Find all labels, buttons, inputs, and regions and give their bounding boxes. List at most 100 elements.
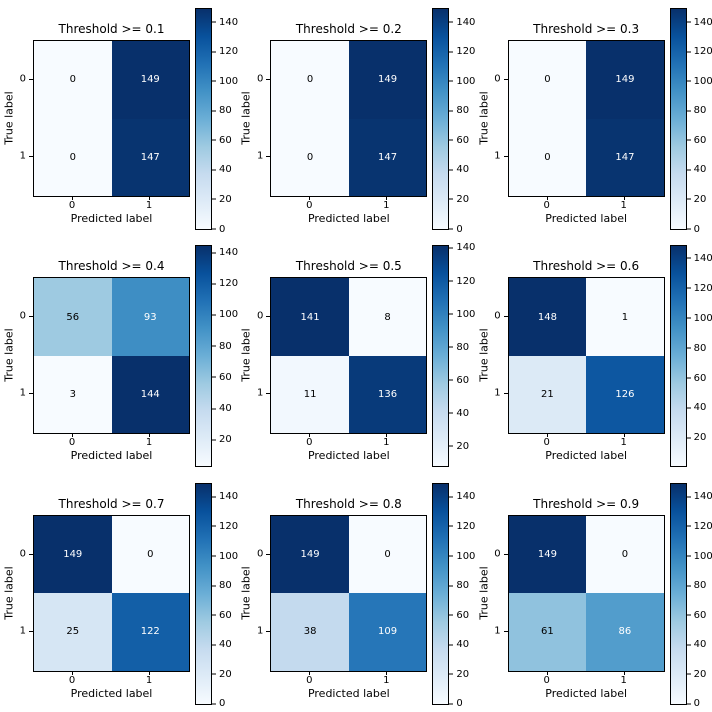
colorbar-tick-label: 140	[456, 16, 476, 28]
colorbar-tick-label: 60	[219, 134, 232, 146]
colorbar-tick-mark: 60	[449, 375, 469, 386]
colorbar-tick-mark: 40	[686, 164, 706, 175]
y-tick-mark	[29, 316, 33, 318]
colorbar-tick-mark: 0	[449, 224, 463, 235]
colorbar-tick-label: 40	[693, 402, 707, 414]
subplot-title: Threshold >= 0.4	[58, 259, 165, 274]
heatmap-matrix: 148 1 21 126	[507, 277, 665, 435]
heatmap-matrix: 56 93 3 144	[33, 277, 190, 435]
colorbar-tick-label: 20	[219, 668, 232, 680]
heatmap-matrix: 0 149 0 147	[33, 40, 190, 197]
confusion-matrix-subplot: Threshold >= 0.8 True label 149 0 38 109…	[237, 475, 476, 712]
y-tick-mark	[29, 630, 33, 632]
matrix-cell-true0-pred0: 149	[34, 515, 112, 594]
x-tick-mark	[149, 196, 150, 200]
heatmap-matrix: 141 8 11 136	[270, 277, 428, 435]
subplot-title: Threshold >= 0.1	[58, 22, 165, 36]
x-tick-mark	[386, 670, 388, 675]
y-tick-mark	[29, 393, 33, 395]
colorbar-tick-label: 140	[693, 252, 712, 264]
colorbar-tick-label: 120	[219, 46, 239, 58]
colorbar-tick-mark: 120	[686, 46, 712, 57]
colorbar-tick-label: 80	[219, 340, 232, 352]
colorbar-tick-mark: 20	[212, 434, 232, 445]
colorbar-tick-mark: 80	[449, 105, 469, 116]
colorbar-tick-mark: 80	[449, 342, 469, 353]
colorbar-tick-label: 0	[219, 223, 226, 235]
x-tick-mark	[309, 670, 311, 675]
matrix-cell-true0-pred1: 0	[586, 515, 664, 594]
y-tick-label: 1	[494, 387, 501, 399]
confusion-matrix-subplot: Threshold >= 0.3 True label 0 149 0 147 …	[475, 0, 712, 237]
colorbar-tick-label: 120	[693, 520, 712, 532]
colorbar-tick-label: 40	[693, 164, 707, 176]
colorbar-tick-mark: 60	[686, 610, 706, 621]
matrix-cell-true1-pred1: 109	[348, 593, 427, 671]
y-axis-label: True label	[2, 328, 16, 383]
colorbar-tick-label: 60	[219, 371, 232, 383]
confusion-matrix-subplot: Threshold >= 0.2 True label 0 149 0 147 …	[237, 0, 476, 237]
y-tick-mark	[503, 630, 508, 632]
colorbar-tick-label: 100	[456, 550, 476, 562]
colorbar-tick-mark: 0	[212, 224, 225, 235]
y-tick-label: 1	[256, 387, 264, 399]
colorbar-tick-label: 140	[456, 242, 476, 254]
y-tick-mark	[503, 316, 508, 318]
x-axis-label: Predicted label	[70, 686, 153, 700]
colorbar-tick-mark: 120	[686, 521, 712, 532]
x-tick-mark	[623, 196, 625, 200]
colorbar-tick-mark: 100	[449, 551, 475, 562]
colorbar: 20 40 60 80 100 120 140	[432, 242, 475, 468]
colorbar-tick-label: 140	[219, 247, 239, 259]
y-axis-label: True label	[477, 91, 491, 145]
x-tick-mark	[309, 196, 311, 200]
colorbar-tick-mark: 40	[449, 408, 469, 419]
colorbar-tick-label: 120	[693, 282, 712, 294]
colorbar-tick-label: 120	[219, 278, 239, 290]
y-tick-label: 1	[494, 625, 501, 637]
colorbar-tick-mark: 20	[686, 669, 706, 680]
colorbar-tick-mark: 40	[449, 639, 469, 650]
colorbar-tick-mark: 40	[686, 639, 706, 650]
colorbar-tick-mark: 100	[449, 309, 475, 320]
matrix-cell-true0-pred0: 141	[271, 278, 349, 356]
colorbar-tick-label: 80	[456, 105, 470, 117]
colorbar-tick-mark: 0	[212, 698, 225, 709]
colorbar-tick-label: 120	[456, 46, 476, 58]
colorbar-tick-mark: 140	[449, 242, 475, 253]
colorbar-tick-label: 20	[456, 668, 470, 680]
colorbar-tick-label: 140	[693, 491, 712, 503]
colorbar-tick-label: 140	[693, 16, 712, 28]
y-tick-mark	[266, 79, 271, 80]
subplot-title: Threshold >= 0.5	[295, 259, 402, 274]
colorbar-tick-label: 40	[456, 164, 470, 176]
matrix-cell-true1-pred0: 0	[34, 118, 112, 196]
y-tick-label: 0	[256, 310, 264, 322]
colorbar-tick-mark: 60	[212, 135, 232, 146]
matrix-cell-true1-pred0: 25	[34, 593, 112, 671]
colorbar-tick-label: 80	[219, 105, 232, 117]
y-tick-label: 1	[19, 387, 26, 399]
subplot-title: Threshold >= 0.6	[533, 259, 640, 274]
colorbar-tick-label: 100	[219, 75, 239, 87]
colorbar-tick-mark: 20	[212, 194, 232, 205]
x-axis-label: Predicted label	[545, 212, 628, 225]
matrix-cell-true1-pred0: 38	[271, 593, 349, 671]
x-tick-label: 1	[383, 674, 390, 686]
colorbar-tick-label: 40	[219, 639, 232, 651]
x-axis-label: Predicted label	[307, 686, 390, 700]
x-tick-mark	[309, 433, 311, 438]
y-tick-label: 0	[19, 73, 26, 85]
colorbar-tick-label: 0	[219, 698, 226, 710]
y-tick-mark	[29, 156, 33, 157]
colorbar-tick-label: 140	[456, 491, 476, 503]
x-tick-label: 0	[306, 200, 313, 211]
matrix-cell-true0-pred0: 0	[508, 41, 587, 119]
colorbar-tick-mark: 20	[212, 669, 232, 680]
colorbar-tick-label: 0	[456, 698, 463, 710]
colorbar-tick-mark: 100	[449, 76, 475, 87]
heatmap-matrix: 149 0 25 122	[33, 514, 190, 672]
matrix-cell-true0-pred0: 0	[271, 41, 349, 119]
colorbar-tick-label: 80	[456, 341, 470, 353]
